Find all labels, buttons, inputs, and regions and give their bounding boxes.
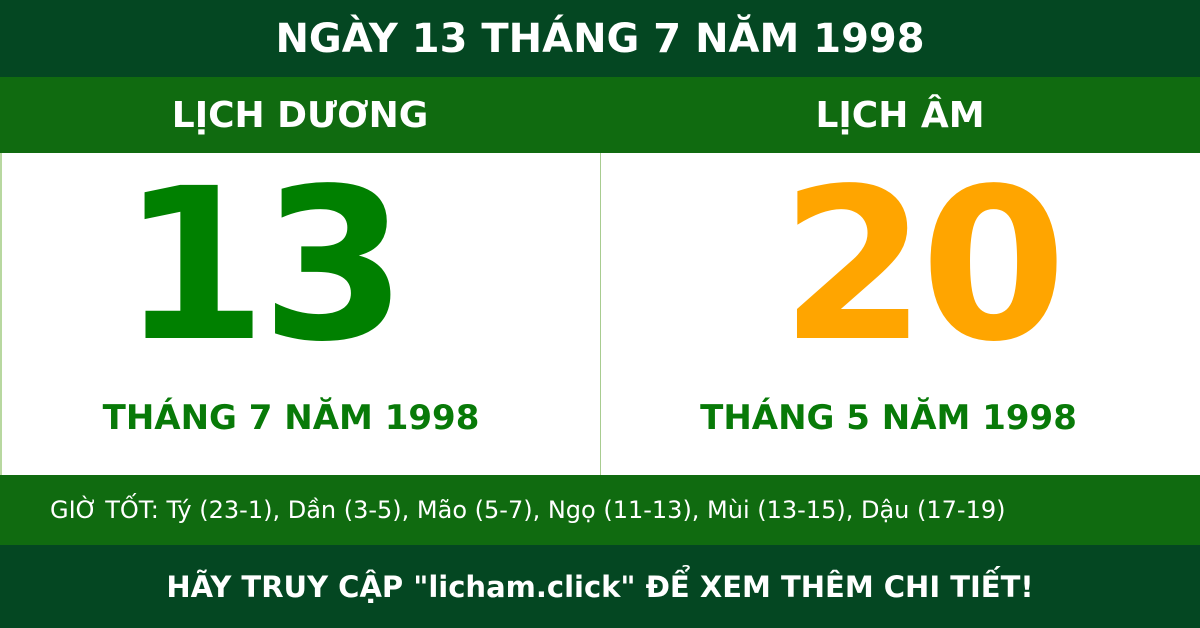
lunar-panel: 20 THÁNG 5 NĂM 1998 <box>600 153 1200 475</box>
lunar-header: LỊCH ÂM <box>600 77 1200 153</box>
solar-header: LỊCH DƯƠNG <box>0 77 600 153</box>
footer-cta: HÃY TRUY CẬP "licham.click" ĐỂ XEM THÊM … <box>0 545 1200 628</box>
solar-month-year: THÁNG 7 NĂM 1998 <box>102 398 480 438</box>
good-hours: GIỜ TỐT: Tý (23-1), Dần (3-5), Mão (5-7)… <box>0 475 1200 545</box>
solar-panel: 13 THÁNG 7 NĂM 1998 <box>0 153 600 475</box>
lunar-month-year: THÁNG 5 NĂM 1998 <box>700 398 1077 438</box>
solar-day: 13 <box>120 143 407 388</box>
lunar-day: 20 <box>780 143 1066 388</box>
page-title: NGÀY 13 THÁNG 7 NĂM 1998 <box>0 0 1200 77</box>
